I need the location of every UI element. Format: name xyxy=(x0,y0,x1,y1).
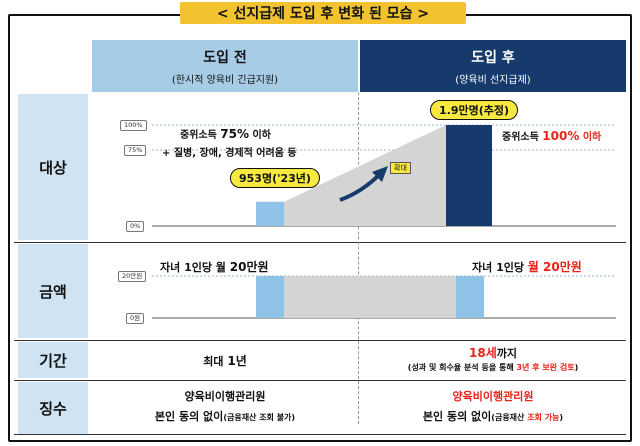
target-chart-svg xyxy=(152,124,616,227)
tick-label: 0원 xyxy=(126,313,145,324)
column-header-after: 도입 후 (양육비 선지급제) xyxy=(360,40,626,92)
tick-label: 75% xyxy=(124,145,147,156)
tick-label: 0% xyxy=(126,221,145,232)
expansion-arrowhead xyxy=(372,166,388,182)
period-after-note: (성과 및 회수율 분석 등을 통해 3년 후 보완 검토) xyxy=(407,363,579,372)
row-divider xyxy=(14,340,626,341)
period-after: 18세까지 xyxy=(469,346,517,360)
before-criteria-line1: 중위소득 75% 이하 xyxy=(180,127,271,141)
amount-shade xyxy=(284,276,460,318)
period-before: 최대 1년 xyxy=(203,354,247,368)
amount-chart: 20만원 0원 자녀 1인당 월 20만원 자녀 1인당 월 20만원 xyxy=(92,244,626,340)
before-criteria-line2: + 질병, 장애, 경제적 어려움 등 xyxy=(162,148,297,159)
row-divider xyxy=(14,380,626,381)
bar-before-target xyxy=(256,201,284,226)
column-subtitle-before: (한시적 양육비 긴급지원) xyxy=(171,74,279,86)
column-header-before: 도입 전 (한시적 양육비 긴급지원) xyxy=(92,40,358,92)
infographic-title: < 선지급제 도입 후 변화 된 모습 > xyxy=(180,2,466,24)
expand-label: 확대 xyxy=(390,162,411,174)
column-divider xyxy=(358,92,359,424)
row-label-period: 기간 xyxy=(18,342,88,378)
collection-after-agency: 양육비이행관리원 xyxy=(452,390,534,403)
expansion-shade xyxy=(284,125,446,226)
bar-after-target xyxy=(446,125,492,226)
tick-label: 100% xyxy=(120,120,147,131)
collection-after-detail: 본인 동의 없이(금융재산 조회 가능) xyxy=(422,410,564,423)
tick-label: 20만원 xyxy=(118,271,147,282)
amount-after-text: 자녀 1인당 월 20만원 xyxy=(472,260,582,274)
before-count-badge: 953명('23년) xyxy=(230,168,320,188)
row-label-target: 대상 xyxy=(18,94,88,240)
amount-chart-svg xyxy=(152,275,616,319)
column-subtitle-after: (양육비 선지급제) xyxy=(455,74,531,86)
amount-before-text: 자녀 1인당 월 20만원 xyxy=(160,260,269,274)
row-divider xyxy=(14,434,626,435)
after-count-badge: 1.9만명(추정) xyxy=(430,100,519,120)
row-divider xyxy=(14,242,626,243)
collection-before-agency: 양육비이행관리원 xyxy=(184,390,266,403)
target-chart: 100% 75% 0% 중위소득 75% 이하 + 질병, 장애, 경제적 어려… xyxy=(92,92,626,242)
bar-before-amount xyxy=(256,276,284,318)
column-title-after: 도입 후 xyxy=(471,49,515,66)
row-label-collection: 징수 xyxy=(18,382,88,434)
after-criteria: 중위소득 100% 이하 xyxy=(502,129,602,143)
bar-after-amount xyxy=(456,276,484,318)
column-title-before: 도입 전 xyxy=(203,49,247,66)
collection-before-detail: 본인 동의 없이(금융재산 조회 불가) xyxy=(154,410,296,423)
row-label-amount: 금액 xyxy=(18,244,88,338)
